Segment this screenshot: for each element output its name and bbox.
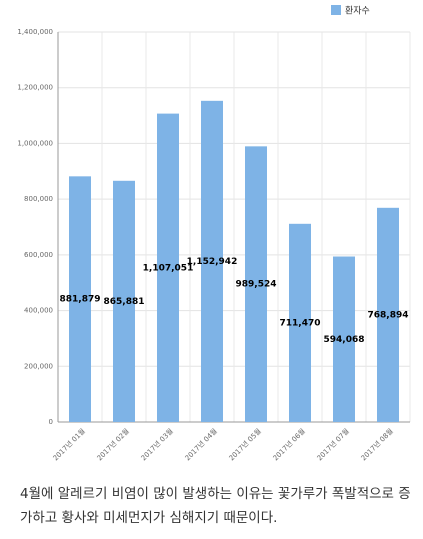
y-tick-label: 200,000 — [24, 362, 53, 370]
value-label: 989,524 — [236, 280, 277, 290]
x-tick-label: 2017년 05월 — [227, 426, 263, 462]
value-label: 594,068 — [324, 335, 365, 345]
x-tick-label: 2017년 02월 — [95, 426, 131, 462]
x-tick-label: 2017년 01월 — [51, 426, 87, 462]
bar — [157, 113, 179, 422]
y-tick-label: 1,000,000 — [17, 139, 53, 147]
x-tick-label: 2017년 04월 — [183, 426, 219, 462]
bar — [69, 176, 91, 422]
y-tick-label: 400,000 — [24, 307, 53, 315]
y-tick-label: 800,000 — [24, 195, 53, 203]
bar — [113, 180, 135, 422]
bar — [245, 146, 267, 422]
value-label: 768,894 — [368, 310, 409, 320]
y-tick-label: 600,000 — [24, 251, 53, 259]
bar — [377, 207, 399, 422]
chart: 0 200,000 400,000 600,000 800,000 1,000,000 1,… — [17, 5, 411, 462]
x-tick-label: 2017년 03월 — [139, 426, 175, 462]
y-tick-label: 1,400,000 — [17, 28, 53, 36]
bar — [333, 256, 355, 422]
x-tick-label: 2017년 06월 — [271, 426, 307, 462]
caption: 4월에 알레르기 비염이 많이 발생하는 이유는 꽃가루가 폭발적으로 증가하고… — [20, 486, 411, 526]
legend-swatch — [331, 5, 341, 15]
x-tick-label: 2017년 07월 — [315, 426, 351, 462]
value-label: 881,879 — [60, 295, 101, 305]
value-label: 1,152,942 — [187, 257, 238, 267]
value-label: 865,881 — [104, 297, 145, 307]
y-tick-label: 1,200,000 — [17, 84, 53, 92]
legend-label: 환자수 — [345, 5, 370, 17]
bar — [289, 223, 311, 422]
bar — [201, 100, 223, 422]
value-label: 1,107,051 — [143, 263, 194, 273]
x-tick-label: 2017년 08월 — [359, 426, 395, 462]
value-label: 711,470 — [280, 318, 321, 328]
y-tick-label: 0 — [49, 418, 53, 426]
